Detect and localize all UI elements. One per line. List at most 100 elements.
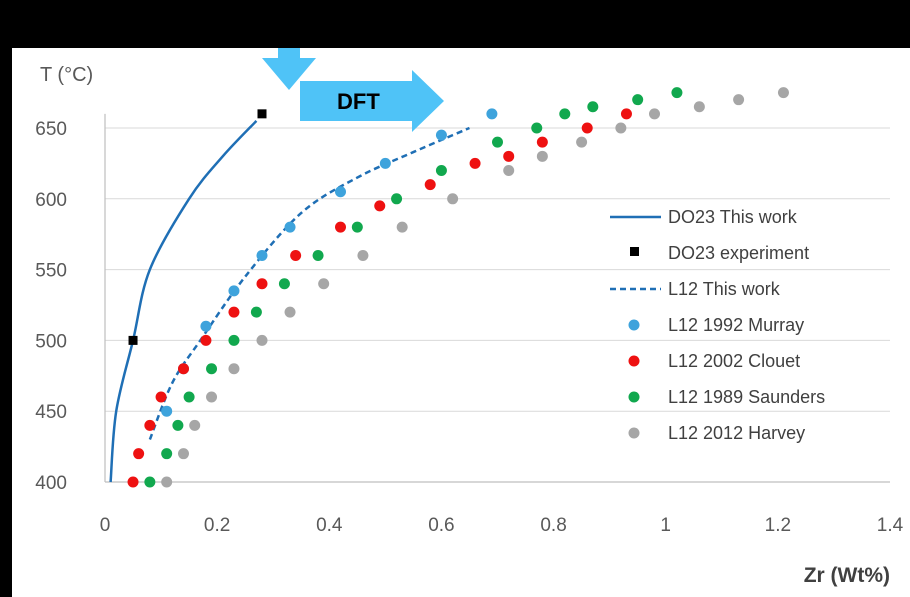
data-point-circle: [351, 221, 363, 233]
data-point-circle: [256, 334, 268, 346]
legend-swatch-harvey: [628, 427, 640, 439]
data-point-circle: [335, 186, 346, 198]
data-point-circle: [649, 108, 660, 120]
legend-label: L12 1989 Saunders: [668, 387, 825, 407]
legend-label: L12 2002 Clouet: [668, 351, 800, 371]
dft-arrow-icon: [300, 70, 444, 132]
y-tick-label: 450: [35, 402, 67, 423]
series-line-2: [148, 126, 470, 440]
y-tick-label: 400: [35, 473, 67, 494]
x-tick-label: 0.8: [540, 515, 566, 536]
data-point-circle: [531, 122, 543, 134]
x-tick-label: 0.4: [316, 515, 343, 536]
data-point-circle: [228, 363, 240, 375]
data-point-circle: [335, 221, 346, 233]
data-point-circle: [189, 419, 201, 431]
data-point-circle: [536, 150, 548, 162]
data-point-circle: [447, 193, 459, 205]
data-point-circle: [777, 87, 789, 99]
x-axis-title: Zr (Wt%): [804, 564, 890, 587]
x-tick-label: 1.2: [765, 515, 791, 536]
data-point-circle: [127, 476, 139, 488]
legend-label: DO23 experiment: [668, 243, 809, 263]
legend-label: L12 2012 Harvey: [668, 423, 805, 443]
x-tick-label: 1.4: [877, 515, 904, 536]
data-point-circle: [161, 405, 173, 417]
data-point-circle: [250, 306, 262, 318]
data-point-circle: [576, 136, 588, 148]
data-point-square: [128, 335, 138, 345]
legend-swatch-do23-exp: [630, 247, 639, 256]
data-point-circle: [424, 179, 436, 191]
legend-label: L12 This work: [668, 279, 781, 299]
data-point-circle: [536, 136, 548, 148]
data-point-circle: [435, 129, 447, 141]
data-point-circle: [228, 285, 240, 297]
legend-label: DO23 This work: [668, 207, 798, 227]
data-point-circle: [632, 94, 644, 106]
data-point-circle: [183, 391, 195, 403]
data-point-circle: [144, 476, 156, 488]
data-point-circle: [206, 363, 218, 375]
data-point-circle: [374, 200, 386, 212]
data-point-circle: [312, 249, 324, 261]
data-point-circle: [435, 164, 447, 176]
data-point-circle: [620, 108, 632, 120]
data-point-circle: [200, 334, 212, 346]
data-point-circle: [161, 448, 173, 460]
data-point-circle: [486, 108, 498, 120]
chart-plot: 400 450 500 550 600 650 0 0.2 0.4 0.6 0.8 1 1.2 1.4 D…: [35, 48, 904, 587]
data-point-circle: [178, 363, 189, 375]
series-layer: [109, 87, 789, 488]
x-tick-label: 1: [660, 515, 671, 536]
data-point-circle: [615, 122, 627, 134]
data-point-circle: [379, 157, 391, 169]
legend-label: L12 1992 Murray: [668, 315, 804, 335]
data-point-circle: [144, 419, 156, 431]
legend-swatch-saunders: [628, 391, 640, 403]
legend: DO23 This work DO23 experiment L12 This …: [610, 207, 825, 443]
y-tick-label: 550: [35, 261, 67, 282]
data-point-circle: [200, 320, 212, 332]
data-point-circle: [581, 122, 593, 134]
data-point-circle: [228, 334, 240, 346]
data-point-circle: [559, 108, 571, 120]
x-tick-label: 0: [100, 515, 111, 536]
data-point-circle: [587, 101, 599, 113]
data-point-circle: [228, 306, 240, 318]
data-point-circle: [391, 193, 403, 205]
y-axis-title: T (°C): [40, 64, 93, 86]
data-point-circle: [161, 476, 173, 488]
data-point-circle: [693, 101, 705, 113]
axes: 400 450 500 550 600 650 0 0.2 0.4 0.6 0.8 1 1.2 1.4: [35, 113, 904, 536]
data-point-circle: [503, 164, 515, 176]
data-point-circle: [155, 391, 167, 403]
data-point-circle: [469, 157, 481, 169]
dft-label: DFT: [337, 89, 380, 114]
data-point-circle: [284, 221, 296, 233]
data-point-circle: [396, 221, 408, 233]
data-point-circle: [278, 278, 290, 290]
data-point-circle: [357, 249, 369, 261]
y-tick-label: 600: [35, 190, 67, 211]
data-point-circle: [256, 249, 268, 261]
y-tick-label: 500: [35, 331, 67, 352]
data-point-circle: [733, 94, 745, 106]
y-tick-label: 650: [35, 119, 67, 140]
legend-swatch-murray: [628, 319, 640, 331]
down-arrow-icon: [262, 48, 316, 90]
data-point-circle: [284, 306, 296, 318]
data-point-circle: [290, 249, 302, 261]
x-tick-label: 0.6: [428, 515, 454, 536]
data-point-circle: [318, 278, 330, 290]
x-tick-label: 0.2: [204, 515, 230, 536]
data-point-circle: [206, 391, 218, 403]
data-point-circle: [172, 419, 184, 431]
data-point-circle: [492, 136, 503, 148]
data-point-circle: [503, 150, 515, 162]
data-point-circle: [256, 278, 268, 290]
legend-swatch-clouet: [628, 355, 640, 367]
data-point-square: [257, 109, 267, 119]
data-point-circle: [178, 448, 189, 460]
chart-frame: 400 450 500 550 600 650 0 0.2 0.4 0.6 0.8 1 1.2 1.4 D…: [12, 48, 910, 597]
